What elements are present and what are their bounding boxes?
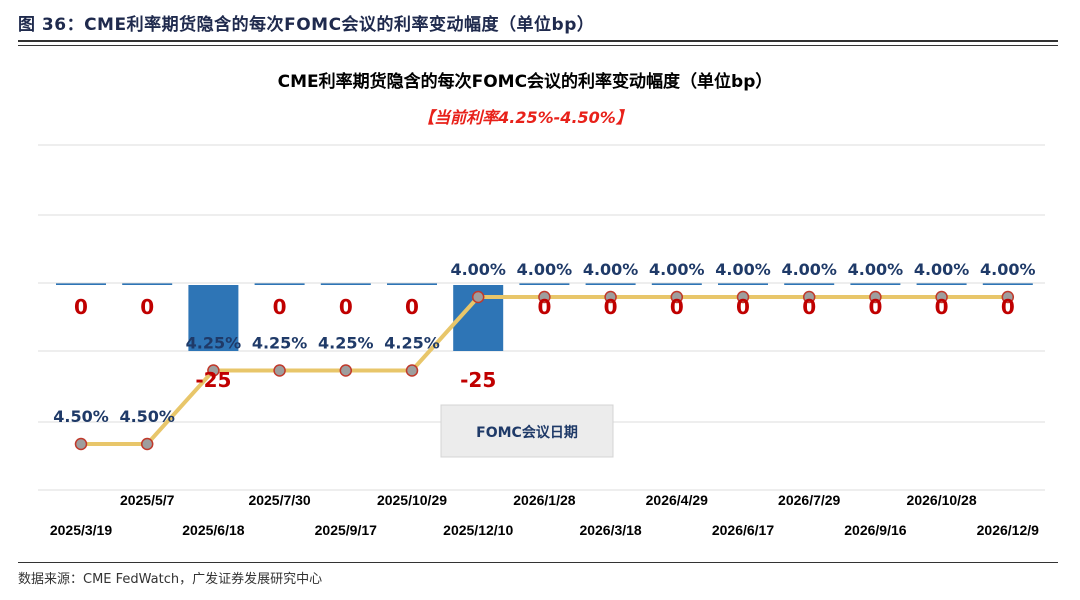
date-tick-label: 2025/7/30 bbox=[248, 492, 310, 508]
chart-subtitle: 【当前利率4.25%-4.50%】 bbox=[418, 108, 632, 127]
date-tick-label: 2026/9/16 bbox=[844, 522, 906, 538]
date-tick-label: 2026/4/29 bbox=[646, 492, 708, 508]
date-tick-label: 2026/10/28 bbox=[907, 492, 977, 508]
rate-marker bbox=[207, 364, 220, 377]
change-label: 0 bbox=[537, 295, 551, 319]
rate-label: 4.25% bbox=[186, 334, 242, 353]
change-label: 0 bbox=[736, 295, 750, 319]
chart-title: CME利率期货隐含的每次FOMC会议的利率变动幅度（单位bp） bbox=[278, 71, 773, 92]
rate-marker bbox=[935, 290, 948, 304]
change-labels: 0 0 -25 0 0 0 -25 0 0 0 0 0 0 0 0 bbox=[74, 295, 1015, 392]
source-note: 数据来源：CME FedWatch，广发证券发展研究中心 bbox=[18, 572, 323, 587]
change-label: 0 bbox=[935, 295, 949, 319]
change-bar bbox=[519, 283, 570, 285]
change-bar bbox=[585, 283, 636, 285]
header-rule-top bbox=[18, 40, 1058, 42]
change-label: 0 bbox=[1001, 295, 1015, 319]
x-axis-title-box: FOMC会议日期 bbox=[440, 404, 614, 458]
rate-marker bbox=[1001, 290, 1015, 304]
change-label: 0 bbox=[273, 295, 287, 319]
date-tick-label: 2025/12/10 bbox=[443, 522, 513, 538]
rate-marker bbox=[604, 290, 617, 304]
rate-label: 4.25% bbox=[252, 334, 308, 353]
change-bar bbox=[982, 283, 1033, 285]
change-label: 0 bbox=[802, 295, 816, 319]
footer-rule bbox=[18, 562, 1058, 563]
rate-label: 4.00% bbox=[649, 260, 705, 279]
rate-marker bbox=[140, 437, 154, 451]
x-axis-title: FOMC会议日期 bbox=[476, 424, 578, 441]
change-bar bbox=[56, 283, 106, 285]
rate-marker bbox=[670, 290, 684, 304]
rate-label: 4.25% bbox=[318, 334, 374, 353]
change-bar bbox=[784, 283, 835, 285]
chart: 4.50% 4.50% 4.25% 4.25% 4.25% 4.25% 4.00% 4.00%… bbox=[38, 71, 1045, 538]
change-label: 0 bbox=[405, 295, 419, 319]
header-rule-bottom bbox=[18, 45, 1058, 46]
rate-label: 4.00% bbox=[517, 260, 573, 279]
rate-label: 4.00% bbox=[715, 260, 771, 279]
change-bar bbox=[718, 283, 768, 285]
change-bar bbox=[916, 283, 967, 285]
change-label: 0 bbox=[140, 295, 154, 319]
rate-label: 4.00% bbox=[781, 260, 837, 279]
change-label: 0 bbox=[604, 295, 618, 319]
change-bar bbox=[850, 283, 901, 285]
rate-marker bbox=[405, 364, 419, 377]
date-tick-label: 2026/12/9 bbox=[977, 522, 1039, 538]
rate-marker bbox=[339, 364, 353, 377]
rate-markers bbox=[74, 290, 1015, 451]
date-tick-label: 2025/10/29 bbox=[377, 492, 447, 508]
change-bar bbox=[254, 283, 305, 285]
date-tick-label: 2025/6/18 bbox=[182, 522, 244, 538]
change-label: 0 bbox=[670, 295, 684, 319]
rate-label: 4.00% bbox=[848, 260, 904, 279]
rate-marker bbox=[802, 290, 816, 304]
rate-label: 4.25% bbox=[384, 334, 440, 353]
change-label: 0 bbox=[74, 295, 88, 319]
change-label: -25 bbox=[195, 368, 231, 392]
change-bar bbox=[387, 283, 437, 285]
rate-marker bbox=[538, 290, 551, 304]
rate-marker bbox=[273, 364, 286, 377]
change-label: 0 bbox=[339, 295, 353, 319]
rate-label: 4.50% bbox=[119, 407, 175, 426]
rate-marker bbox=[869, 290, 882, 304]
date-tick-label: 2025/9/17 bbox=[315, 522, 377, 538]
date-tick-label: 2026/7/29 bbox=[778, 492, 840, 508]
rate-label: 4.00% bbox=[980, 260, 1036, 279]
date-tick-label: 2025/3/19 bbox=[50, 522, 112, 538]
change-bar bbox=[651, 283, 702, 285]
rate-label: 4.00% bbox=[583, 260, 639, 279]
rate-label: 4.00% bbox=[914, 260, 970, 279]
rate-labels: 4.50% 4.50% 4.25% 4.25% 4.25% 4.25% 4.00% 4.00%… bbox=[53, 260, 1035, 426]
rate-marker bbox=[736, 290, 750, 304]
change-label: -25 bbox=[460, 368, 496, 392]
change-bar bbox=[320, 283, 371, 285]
change-bar bbox=[122, 283, 173, 285]
rate-label: 4.00% bbox=[450, 260, 506, 279]
rate-marker bbox=[74, 437, 88, 451]
change-bar bbox=[188, 285, 239, 351]
rate-marker bbox=[471, 290, 485, 304]
figure-header: 图 36：CME利率期货隐含的每次FOMC会议的利率变动幅度（单位bp） bbox=[18, 15, 595, 35]
date-tick-label: 2026/3/18 bbox=[579, 522, 641, 538]
date-tick-label: 2025/5/7 bbox=[120, 492, 175, 508]
rate-label: 4.50% bbox=[53, 407, 109, 426]
date-tick-label: 2026/6/17 bbox=[712, 522, 774, 538]
change-label: 0 bbox=[868, 295, 882, 319]
date-tick-label: 2026/1/28 bbox=[513, 492, 575, 508]
